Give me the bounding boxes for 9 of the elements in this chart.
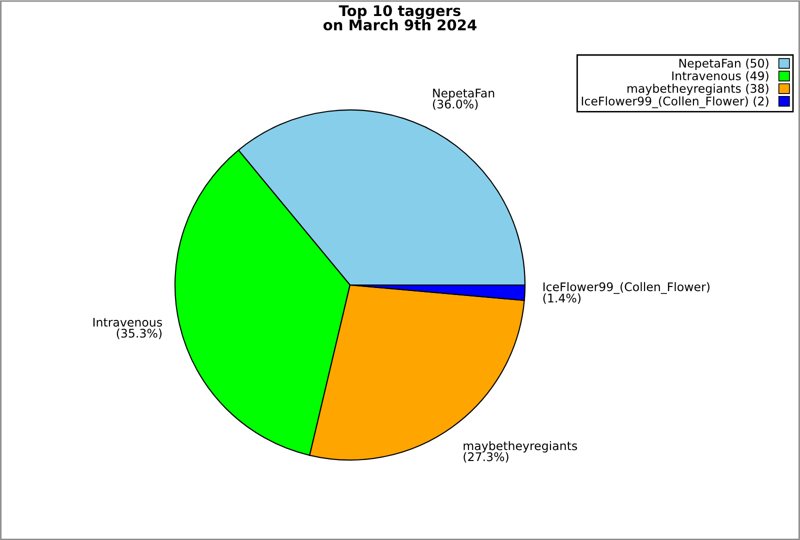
data-label: IceFlower99_(Collen_Flower) (1.4%)	[543, 282, 710, 304]
legend-label: Intravenous (49)	[672, 71, 768, 82]
legend-label: IceFlower99_(Collen_Flower) (2)	[582, 96, 768, 108]
data-label: NepetaFan (36.0%)	[432, 88, 494, 110]
legend-label: NepetaFan (50)	[679, 58, 768, 70]
chart-title: Top 10 taggers on March 9th 2024	[323, 5, 476, 30]
legend-label: maybetheyregiants (38)	[628, 84, 768, 96]
data-label: maybetheyregiants (27.3%)	[464, 441, 578, 463]
data-label: Intravenous (35.3%)	[93, 318, 162, 340]
